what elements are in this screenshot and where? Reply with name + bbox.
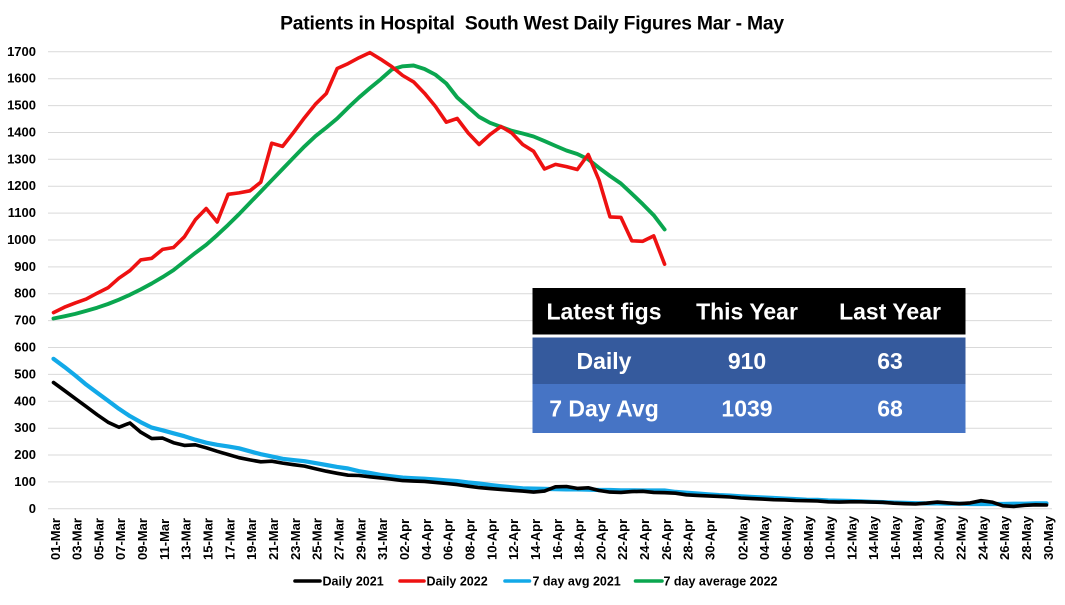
svg-text:28-May: 28-May [1019, 515, 1034, 560]
svg-text:7 day average 2022: 7 day average 2022 [664, 575, 778, 589]
svg-text:12-May: 12-May [844, 515, 859, 560]
svg-text:1039: 1039 [721, 396, 772, 422]
svg-text:25-Mar: 25-Mar [310, 518, 325, 560]
svg-text:17-Mar: 17-Mar [222, 518, 237, 560]
svg-text:Last Year: Last Year [839, 299, 941, 325]
svg-text:03-Mar: 03-Mar [70, 518, 85, 560]
svg-text:31-Mar: 31-Mar [375, 518, 390, 560]
svg-text:11-Mar: 11-Mar [157, 519, 172, 560]
svg-text:30-Apr: 30-Apr [703, 519, 718, 560]
svg-text:1100: 1100 [8, 205, 36, 220]
svg-text:06-May: 06-May [779, 515, 794, 560]
svg-text:19-Mar: 19-Mar [244, 518, 259, 560]
svg-text:14-Apr: 14-Apr [528, 519, 543, 560]
svg-text:09-Mar: 09-Mar [135, 518, 150, 560]
svg-text:08-May: 08-May [801, 515, 816, 560]
svg-text:7 day avg 2021: 7 day avg 2021 [533, 575, 621, 589]
svg-text:07-Mar: 07-Mar [113, 518, 128, 560]
svg-text:30-May: 30-May [1041, 515, 1056, 560]
svg-text:26-May: 26-May [997, 515, 1012, 560]
svg-text:Daily: Daily [577, 348, 632, 374]
svg-text:06-Apr: 06-Apr [441, 519, 456, 560]
svg-text:900: 900 [14, 259, 36, 274]
svg-text:1200: 1200 [7, 178, 36, 193]
svg-text:14-May: 14-May [866, 515, 881, 560]
svg-text:This Year: This Year [696, 299, 798, 325]
svg-text:20-May: 20-May [932, 515, 947, 560]
svg-text:02-Apr: 02-Apr [397, 519, 412, 560]
svg-text:18-May: 18-May [910, 515, 925, 560]
svg-text:600: 600 [14, 340, 36, 355]
svg-text:Latest figs: Latest figs [546, 299, 661, 325]
svg-text:15-Mar: 15-Mar [201, 518, 216, 560]
svg-text:12-Apr: 12-Apr [506, 519, 521, 560]
svg-text:1300: 1300 [7, 151, 36, 166]
svg-text:0: 0 [29, 501, 36, 516]
svg-text:26-Apr: 26-Apr [659, 519, 674, 560]
svg-text:1000: 1000 [7, 232, 36, 247]
svg-text:29-Mar: 29-Mar [353, 518, 368, 560]
svg-text:05-Mar: 05-Mar [91, 518, 106, 560]
svg-text:24-Apr: 24-Apr [637, 519, 652, 560]
svg-text:22-May: 22-May [954, 515, 969, 560]
svg-text:Patients in Hospital South We: Patients in Hospital South West Daily Fi… [280, 13, 784, 34]
svg-text:28-Apr: 28-Apr [681, 519, 696, 560]
svg-text:400: 400 [14, 393, 36, 408]
svg-text:10-May: 10-May [823, 515, 838, 560]
svg-text:910: 910 [728, 348, 766, 374]
svg-text:1400: 1400 [7, 125, 36, 140]
svg-text:04-May: 04-May [757, 515, 772, 560]
svg-text:24-May: 24-May [975, 515, 990, 560]
svg-text:01-Mar: 01-Mar [48, 518, 63, 560]
svg-text:500: 500 [14, 366, 36, 381]
svg-text:300: 300 [14, 420, 36, 435]
svg-text:22-Apr: 22-Apr [615, 519, 630, 560]
svg-text:10-Apr: 10-Apr [484, 519, 499, 560]
svg-text:27-Mar: 27-Mar [332, 518, 347, 560]
svg-text:68: 68 [877, 396, 903, 422]
svg-text:800: 800 [14, 286, 36, 301]
svg-text:16-Apr: 16-Apr [550, 519, 565, 560]
svg-text:700: 700 [14, 313, 36, 328]
svg-text:23-Mar: 23-Mar [288, 518, 303, 560]
svg-text:08-Apr: 08-Apr [463, 519, 478, 560]
svg-text:02-May: 02-May [735, 515, 750, 560]
svg-text:7 Day Avg: 7 Day Avg [549, 396, 659, 422]
svg-text:04-Apr: 04-Apr [419, 519, 434, 560]
svg-text:100: 100 [14, 474, 36, 489]
svg-text:20-Apr: 20-Apr [593, 519, 608, 560]
svg-text:21-Mar: 21-Mar [266, 518, 281, 560]
svg-text:Daily 2021: Daily 2021 [323, 575, 384, 589]
svg-text:200: 200 [14, 447, 36, 462]
svg-text:18-Apr: 18-Apr [572, 519, 587, 560]
svg-text:Daily 2022: Daily 2022 [427, 575, 488, 589]
svg-text:1600: 1600 [7, 71, 36, 86]
svg-text:1700: 1700 [7, 44, 36, 59]
svg-text:13-Mar: 13-Mar [179, 518, 194, 560]
svg-text:16-May: 16-May [888, 515, 903, 560]
svg-text:1500: 1500 [7, 98, 36, 113]
svg-text:63: 63 [877, 348, 903, 374]
